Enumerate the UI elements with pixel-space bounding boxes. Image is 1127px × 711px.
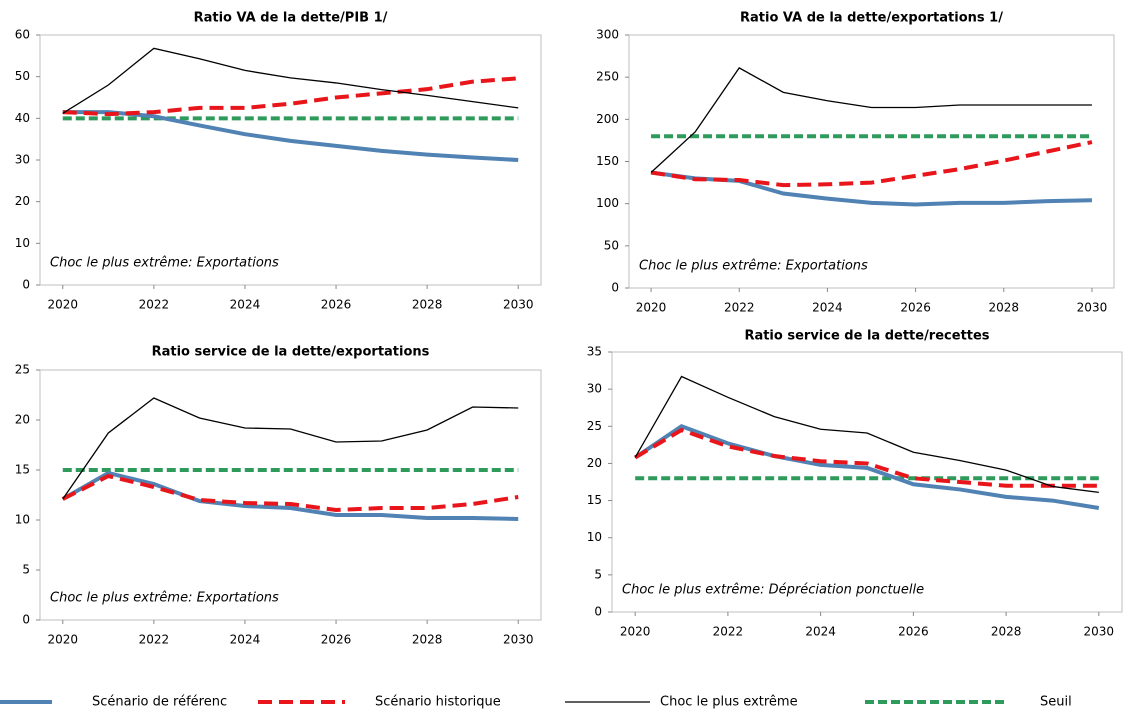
legend-label: Scénario historique <box>375 695 501 710</box>
chart-title: Ratio VA de la dette/PIB 1/ <box>194 11 388 26</box>
y-tick-label: 0 <box>594 605 602 619</box>
x-tick-label: 2026 <box>898 625 929 639</box>
x-tick-label: 2028 <box>412 633 443 647</box>
x-tick-label: 2024 <box>812 301 843 315</box>
y-tick-label: 50 <box>604 238 619 252</box>
x-tick-label: 2028 <box>991 625 1022 639</box>
y-tick-label: 5 <box>594 567 602 581</box>
series-line <box>62 397 519 500</box>
series-line <box>61 470 519 521</box>
annotation: Choc le plus extrême: Dépréciation ponct… <box>622 583 924 598</box>
plot-frame <box>611 351 1123 613</box>
plot-frame <box>39 369 542 621</box>
plot-frame <box>39 34 542 286</box>
x-tick-label: 2022 <box>713 625 744 639</box>
y-tick-label: 10 <box>15 513 30 527</box>
legend-label: Choc le plus extrême <box>660 695 798 710</box>
y-tick-label: 15 <box>587 493 602 507</box>
y-tick-label: 10 <box>587 530 602 544</box>
y-tick-label: 15 <box>15 463 30 477</box>
annotation: Choc le plus extrême: Exportations <box>50 591 279 606</box>
plot-frame <box>628 34 1115 289</box>
x-tick-label: 2022 <box>139 633 170 647</box>
series-line <box>61 473 519 513</box>
x-tick-label: 2024 <box>230 298 261 312</box>
y-tick-label: 200 <box>596 112 619 126</box>
annotation: Choc le plus extrême: Exportations <box>50 256 279 271</box>
series-line <box>62 110 519 162</box>
y-tick-label: 60 <box>15 28 30 42</box>
y-tick-label: 50 <box>15 69 30 83</box>
x-tick-label: 2030 <box>1077 301 1108 315</box>
y-tick-label: 0 <box>611 281 619 295</box>
x-tick-label: 2030 <box>503 633 534 647</box>
y-tick-label: 30 <box>587 382 602 396</box>
x-tick-label: 2024 <box>230 633 261 647</box>
y-tick-label: 250 <box>596 70 619 84</box>
y-tick-label: 10 <box>15 236 30 250</box>
series-line <box>62 47 519 114</box>
y-tick-label: 25 <box>587 419 602 433</box>
x-tick-label: 2028 <box>988 301 1019 315</box>
y-tick-label: 35 <box>587 345 602 359</box>
y-tick-label: 20 <box>15 194 30 208</box>
series-line <box>650 170 1092 207</box>
x-tick-label: 2022 <box>724 301 755 315</box>
y-tick-label: 0 <box>22 278 30 292</box>
x-tick-label: 2020 <box>47 633 78 647</box>
legend-label: Seuil <box>1040 695 1072 710</box>
x-tick-label: 2022 <box>139 298 170 312</box>
y-tick-label: 100 <box>596 196 619 210</box>
chart-title: Ratio service de la dette/recettes <box>744 329 989 344</box>
x-tick-label: 2030 <box>503 298 534 312</box>
y-tick-label: 40 <box>15 111 30 125</box>
series-line <box>650 140 1093 188</box>
series-line <box>634 427 1099 488</box>
y-tick-label: 25 <box>15 363 30 377</box>
chart-title: Ratio service de la dette/exportations <box>152 345 430 360</box>
series-line <box>62 76 519 117</box>
y-tick-label: 30 <box>15 153 30 167</box>
series-line <box>634 424 1100 510</box>
x-tick-label: 2026 <box>900 301 931 315</box>
x-tick-label: 2024 <box>805 625 836 639</box>
x-tick-label: 2026 <box>321 633 352 647</box>
x-tick-label: 2026 <box>321 298 352 312</box>
series-line <box>650 67 1092 173</box>
y-tick-label: 5 <box>22 563 30 577</box>
y-tick-label: 150 <box>596 154 619 168</box>
y-tick-label: 20 <box>15 413 30 427</box>
annotation: Choc le plus extrême: Exportations <box>639 259 868 274</box>
y-tick-label: 0 <box>22 613 30 627</box>
chart-title: Ratio VA de la dette/exportations 1/ <box>740 11 1003 26</box>
x-tick-label: 2028 <box>412 298 443 312</box>
series-line <box>634 375 1099 494</box>
legend-label: Scénario de référenc <box>92 695 227 710</box>
x-tick-label: 2020 <box>47 298 78 312</box>
y-tick-label: 20 <box>587 456 602 470</box>
x-tick-label: 2020 <box>620 625 651 639</box>
x-tick-label: 2020 <box>636 301 667 315</box>
y-tick-label: 300 <box>596 28 619 42</box>
x-tick-label: 2030 <box>1084 625 1115 639</box>
